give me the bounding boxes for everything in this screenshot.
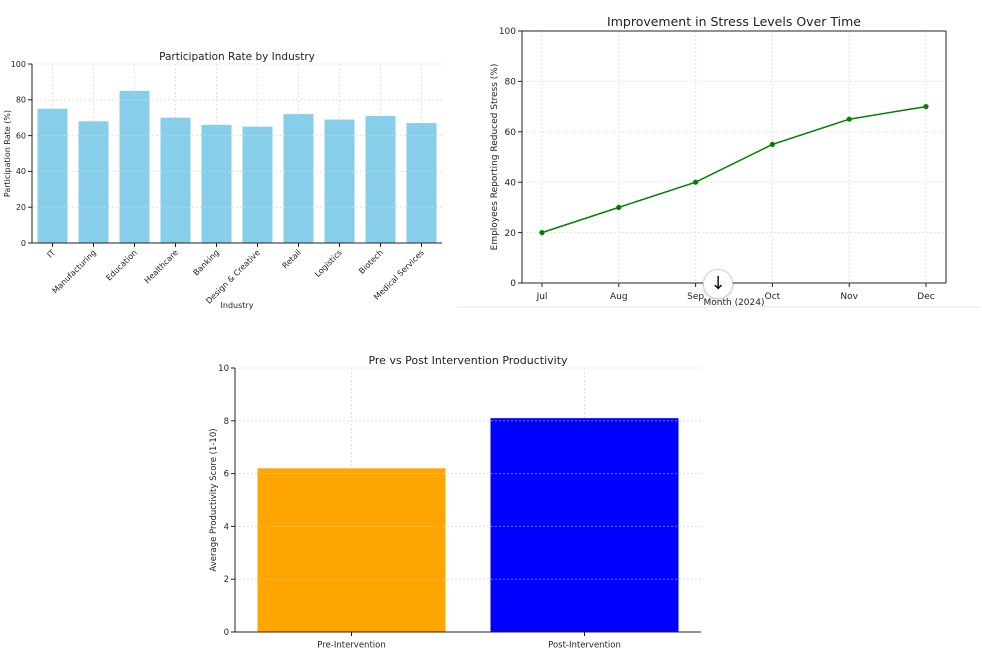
x-tick-label: Jul bbox=[536, 292, 548, 302]
participation-chart: Participation Rate by Industry 0 20 40 60 80 1… bbox=[3, 51, 442, 310]
bar-medical-services bbox=[406, 123, 437, 243]
y-tick-label: 2 bbox=[224, 575, 229, 585]
y-tick-label: 20 bbox=[505, 229, 517, 239]
data-point-nov bbox=[846, 116, 852, 122]
y-tick-label: 0 bbox=[510, 279, 516, 289]
x-tick-label: Retail bbox=[281, 248, 303, 270]
x-tick-label: Manufacturing bbox=[51, 248, 98, 295]
data-point-sep bbox=[693, 179, 699, 185]
y-axis-label: Participation Rate (%) bbox=[3, 110, 12, 197]
bar-design-creative bbox=[242, 126, 273, 243]
y-tick-label: 100 bbox=[499, 27, 516, 37]
x-axis-label: Industry bbox=[221, 301, 254, 310]
x-tick-label: Pre-Intervention bbox=[317, 641, 385, 650]
bar-logistics bbox=[324, 119, 355, 243]
x-tick-label: IT bbox=[45, 248, 57, 260]
bar-it bbox=[37, 108, 68, 243]
y-tick-label: 8 bbox=[224, 417, 229, 427]
y-tick-label: 60 bbox=[16, 131, 26, 140]
y-tick-label: 4 bbox=[224, 522, 229, 532]
data-point-oct bbox=[769, 141, 776, 147]
arrow-down-icon: ↓ bbox=[710, 273, 726, 294]
bar-retail bbox=[283, 114, 314, 244]
x-tick-label: Aug bbox=[610, 292, 628, 302]
x-tick-label: Oct bbox=[765, 292, 781, 302]
y-tick-label: 0 bbox=[21, 239, 26, 248]
x-tick-label: Nov bbox=[840, 292, 858, 302]
chart-title: Pre vs Post Intervention Productivity bbox=[368, 354, 568, 367]
bar-post-intervention bbox=[490, 418, 679, 632]
y-tick-label: 10 bbox=[218, 364, 229, 374]
x-tick-label: Healthcare bbox=[143, 248, 180, 285]
chart-title: Improvement in Stress Levels Over Time bbox=[607, 14, 861, 29]
y-axis-label: Employees Reporting Reduced Stress (%) bbox=[490, 64, 500, 251]
bar-banking bbox=[201, 124, 232, 243]
x-tick-label: Post-Intervention bbox=[548, 641, 621, 650]
x-tick-label: Education bbox=[104, 248, 139, 283]
y-tick-label: 60 bbox=[505, 128, 517, 138]
scroll-down-button[interactable]: ↓ bbox=[703, 269, 733, 299]
bar-education bbox=[119, 90, 150, 243]
bar-manufacturing bbox=[78, 121, 109, 243]
stress-chart: Improvement in Stress Levels Over Time 0 2… bbox=[490, 14, 947, 308]
y-tick-label: 20 bbox=[16, 203, 26, 212]
productivity-chart: Pre vs Post Intervention Productivity 0 2 4… bbox=[209, 354, 701, 650]
x-tick-label: Logistics bbox=[313, 248, 344, 279]
x-axis-label: Month (2024) bbox=[704, 298, 765, 308]
y-tick-label: 80 bbox=[505, 78, 517, 88]
y-tick-label: 40 bbox=[505, 178, 517, 188]
x-tick-label: Banking bbox=[192, 248, 221, 277]
y-tick-label: 6 bbox=[224, 470, 229, 480]
data-point-jul bbox=[539, 230, 545, 236]
data-point-dec bbox=[923, 104, 929, 110]
bar-pre-intervention bbox=[257, 468, 446, 632]
y-tick-label: 40 bbox=[16, 167, 26, 176]
data-point-aug bbox=[616, 204, 622, 210]
bar-healthcare bbox=[160, 117, 191, 243]
bar-biotech bbox=[365, 115, 396, 243]
x-tick-label: Dec bbox=[917, 292, 934, 302]
y-tick-label: 0 bbox=[224, 628, 229, 638]
chart-title: Participation Rate by Industry bbox=[159, 51, 315, 63]
y-tick-label: 80 bbox=[16, 96, 26, 105]
x-tick-label: Biotech bbox=[357, 248, 385, 276]
x-tick-label: Sep bbox=[687, 292, 704, 302]
series-line bbox=[541, 105, 927, 234]
y-tick-label: 100 bbox=[11, 60, 26, 69]
y-axis-label: Average Productivity Score (1-10) bbox=[209, 428, 219, 571]
